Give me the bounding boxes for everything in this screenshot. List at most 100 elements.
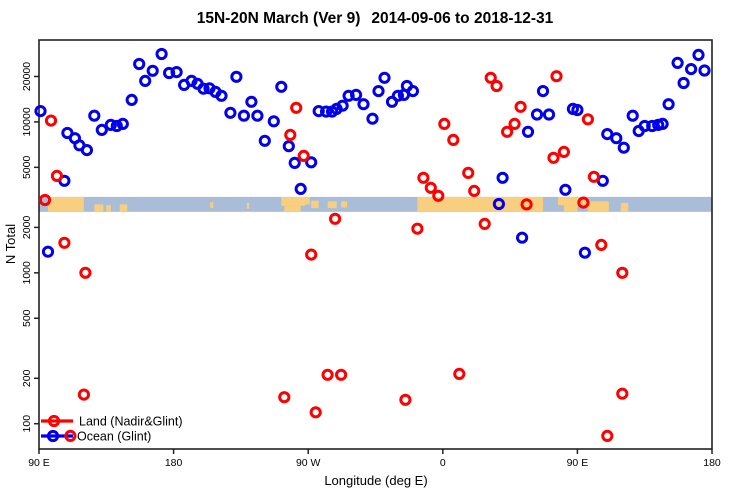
- legend-land-label: Land (Nadir&Glint): [79, 415, 183, 429]
- data-point-ocean: [139, 74, 152, 88]
- map-band-ocean: [39, 196, 712, 212]
- axis-ticks: 90 E 180 90 W 0 90 E 180 100 200 500 1000 2000 5000…: [21, 62, 721, 469]
- data-point-ocean: [692, 48, 705, 62]
- y-tick-label: 10000: [21, 107, 33, 136]
- x-tick-label: 180: [703, 457, 721, 469]
- data-point-land: [335, 368, 348, 381]
- x-tick-label: 0: [440, 457, 446, 469]
- data-point-land: [58, 236, 71, 249]
- data-point-ocean: [170, 66, 183, 79]
- data-point-ocean: [578, 246, 592, 259]
- data-point-ocean: [571, 103, 584, 117]
- data-point-ocean: [671, 56, 684, 70]
- y-tick-label: 200: [21, 369, 33, 387]
- data-point-ocean: [342, 89, 355, 102]
- map-band-land-segment: [417, 196, 544, 212]
- data-point-land: [595, 238, 608, 251]
- chart-title-dates: 2014-09-06 to 2018-12-31: [371, 10, 553, 27]
- data-point-ocean: [536, 85, 550, 98]
- data-point-ocean: [95, 123, 108, 136]
- data-point-land: [297, 149, 310, 162]
- map-band-land-segment: [587, 201, 609, 212]
- y-tick-label: 1000: [21, 261, 33, 285]
- data-point-land: [50, 169, 64, 182]
- data-point-ocean: [685, 63, 698, 76]
- data-point-land: [399, 393, 412, 406]
- data-point-ocean: [656, 117, 669, 131]
- data-point-ocean: [88, 109, 101, 122]
- data-point-ocean: [258, 134, 271, 147]
- map-band-land-segment: [620, 202, 629, 212]
- data-point-ocean: [80, 144, 94, 157]
- data-point-land: [478, 217, 491, 230]
- data-point-land: [309, 406, 322, 419]
- x-tick-label: 90 E: [28, 457, 50, 469]
- map-band-land-segment: [311, 200, 319, 209]
- data-point-ocean: [146, 64, 159, 77]
- data-point-ocean: [251, 109, 264, 122]
- data-point-land: [550, 70, 563, 83]
- data-point-ocean: [41, 245, 55, 258]
- map-band-land-segment: [305, 196, 310, 205]
- data-point-ocean: [237, 109, 250, 122]
- chart-title: 15N-20N March (Ver 9) 2014-09-06 to 2018-…: [197, 10, 554, 27]
- data-point-land: [321, 368, 334, 381]
- x-tick-label: 90 E: [567, 457, 589, 469]
- map-band-land-segment: [563, 205, 578, 212]
- data-points: [34, 47, 711, 442]
- data-point-ocean: [288, 156, 301, 169]
- data-point-land: [601, 429, 614, 442]
- map-band-land-segment: [327, 201, 337, 209]
- data-point-ocean: [224, 106, 237, 119]
- data-point-ocean: [542, 108, 556, 121]
- data-point-ocean: [305, 156, 318, 169]
- data-point-land: [557, 145, 571, 158]
- data-point-land: [520, 198, 533, 211]
- data-point-ocean: [320, 105, 333, 118]
- data-point-land: [411, 222, 424, 235]
- data-point-ocean: [197, 82, 210, 95]
- data-point-ocean: [366, 112, 379, 125]
- map-band-land-segment: [557, 196, 587, 206]
- data-point-land: [329, 212, 342, 225]
- data-point-ocean: [662, 98, 675, 111]
- x-tick-label: 180: [165, 457, 183, 469]
- data-point-ocean: [34, 105, 47, 118]
- data-point-ocean: [391, 89, 404, 102]
- data-point-ocean: [245, 95, 258, 108]
- data-point-land: [453, 367, 466, 380]
- data-point-land: [278, 391, 291, 404]
- map-band-land-segment: [341, 201, 348, 208]
- data-point-ocean: [163, 66, 176, 80]
- data-point-land: [305, 248, 318, 261]
- data-point-land: [501, 125, 514, 138]
- data-point-ocean: [378, 71, 391, 84]
- data-point-ocean: [336, 99, 349, 112]
- data-point-land: [616, 387, 629, 400]
- data-point-land: [77, 388, 91, 401]
- legend-ocean-marker: [46, 429, 60, 443]
- data-point-ocean: [350, 88, 363, 102]
- data-point-ocean: [110, 119, 123, 133]
- data-point-ocean: [610, 132, 623, 145]
- data-point-ocean: [104, 118, 117, 132]
- data-point-land: [447, 133, 460, 146]
- data-point-land: [514, 100, 527, 113]
- data-point-ocean: [559, 183, 572, 196]
- data-point-land: [432, 189, 445, 202]
- y-tick-label: 20000: [21, 62, 33, 91]
- data-point-ocean: [125, 93, 138, 107]
- legend-ocean-label: Ocean (Glint): [77, 430, 151, 444]
- latitude-map-band: [39, 196, 712, 212]
- y-tick-label: 100: [21, 415, 33, 433]
- map-band-land-segment: [281, 196, 306, 206]
- data-point-ocean: [215, 89, 228, 102]
- data-point-ocean: [230, 70, 243, 83]
- data-point-ocean: [521, 125, 535, 138]
- data-point-land: [462, 166, 475, 179]
- data-point-land: [64, 429, 77, 442]
- data-point-land: [290, 101, 303, 114]
- data-point-ocean: [646, 119, 659, 133]
- data-point-ocean: [116, 117, 129, 131]
